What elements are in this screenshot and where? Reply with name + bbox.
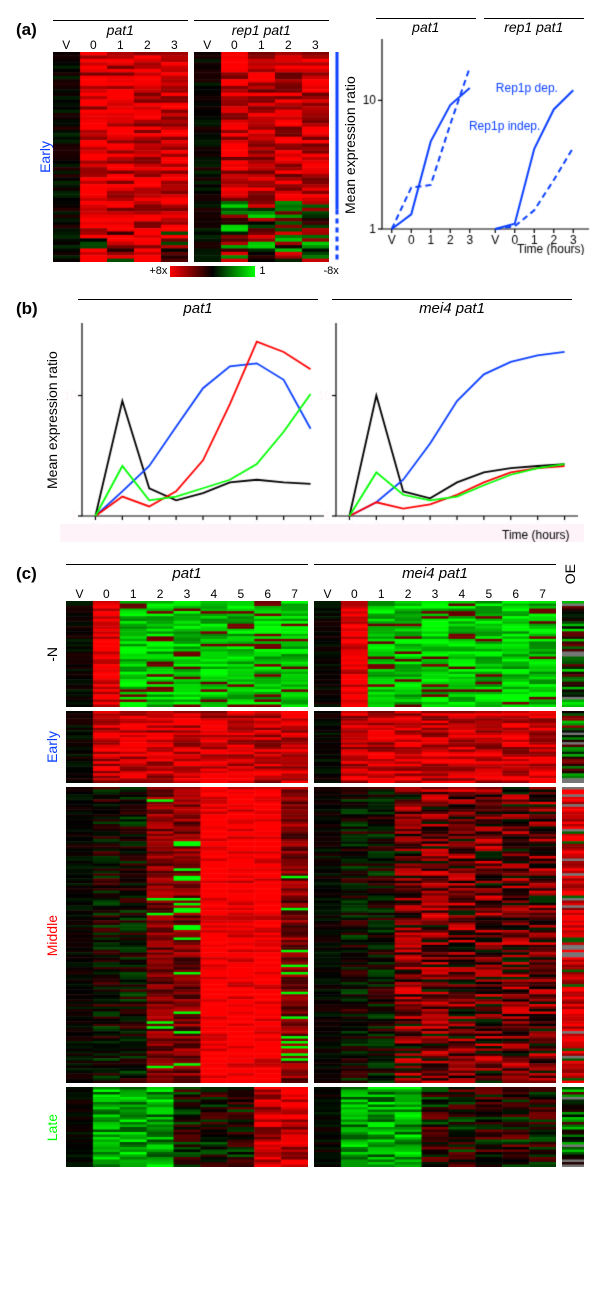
c-strain-r: mei4 pat1 [314, 564, 556, 587]
c-group-Early: Early [44, 731, 66, 763]
c-hm-Late-R [314, 1087, 556, 1167]
lp-strain-l: pat1 [376, 18, 476, 35]
c-group-Middle: Middle [44, 915, 66, 956]
lp-a-ylabel: Mean expression ratio [342, 35, 358, 255]
c-oe-Early [562, 711, 584, 783]
scale-min: -8x [324, 265, 339, 277]
scale-mid: 1 [259, 265, 265, 277]
c-strain-l: pat1 [66, 564, 308, 587]
c-hm-Early-R [314, 711, 556, 783]
lineplot-b-canvas [60, 317, 584, 542]
panel-a-heatmap-block: pat1 rep1 pat1 V0123 V0123 Early +8x 1 -… [37, 20, 342, 277]
c-group-Late: Late [44, 1114, 66, 1141]
c-hm-Early-L [66, 711, 308, 783]
panel-b: (b) Mean expression ratio pat1 mei4 pat1 [16, 299, 584, 542]
oe-label: OE [562, 564, 578, 584]
strain-pat1: pat1 [53, 20, 188, 38]
lp-strain-r: rep1 pat1 [484, 18, 584, 35]
ticks-a-right: V0123 [194, 38, 329, 52]
c-group--N: -N [44, 647, 66, 662]
color-scale: +8x 1 -8x [37, 265, 339, 277]
panel-c: (c) pat1 mei4 pat1 OE V01234567 V0123456… [16, 564, 584, 1167]
b-strain-l: pat1 [78, 299, 318, 317]
scale-max: +8x [149, 265, 167, 277]
c-hm--N-L [66, 601, 308, 707]
panel-b-label: (b) [16, 299, 38, 318]
panel-a: (a) pat1 rep1 pat1 V0123 V0123 Early +8x… [16, 20, 584, 277]
b-strain-r: mei4 pat1 [332, 299, 572, 317]
heatmap-a-rep1pat1 [194, 52, 329, 262]
sidebar-a [332, 52, 342, 262]
ticks-a-left: V0123 [53, 38, 188, 52]
lp-b-ylabel: Mean expression ratio [44, 299, 60, 542]
lineplot-a-canvas [358, 35, 593, 255]
c-oe-Late [562, 1087, 584, 1167]
panel-a-lineplot: pat1 rep1 pat1 Mean expression ratio [342, 18, 593, 255]
c-hm-Middle-R [314, 787, 556, 1083]
panel-a-label: (a) [16, 20, 37, 39]
c-oe--N [562, 601, 584, 707]
c-hm--N-R [314, 601, 556, 707]
heatmap-a-pat1 [53, 52, 188, 262]
early-label: Early [37, 141, 53, 173]
c-oe-Middle [562, 787, 584, 1083]
colorbar [170, 266, 255, 277]
panel-c-label: (c) [16, 564, 37, 583]
c-heatmap-groups: -N Early Middle Late [44, 601, 584, 1167]
c-ticks-l: V01234567 [66, 587, 308, 601]
c-ticks-r: V01234567 [314, 587, 556, 601]
c-hm-Middle-L [66, 787, 308, 1083]
c-hm-Late-L [66, 1087, 308, 1167]
strain-rep1pat1: rep1 pat1 [194, 20, 329, 38]
